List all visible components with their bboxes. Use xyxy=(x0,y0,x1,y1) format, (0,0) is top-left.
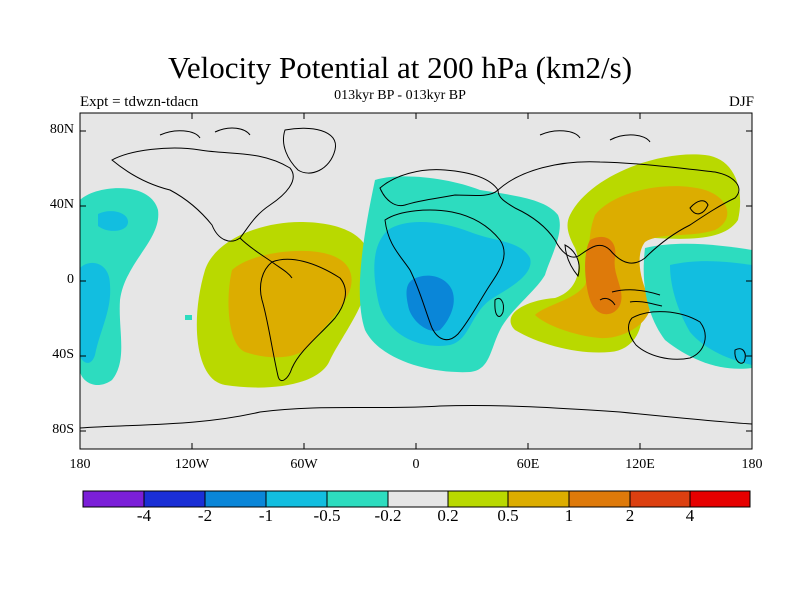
colorbar-label: 0.2 xyxy=(437,506,459,525)
lat-label-80s: 80S xyxy=(52,422,74,437)
coastline-antarctica xyxy=(80,404,752,429)
lat-label-40n: 40N xyxy=(49,197,74,212)
chart-title: Velocity Potential at 200 hPa (km2/s) xyxy=(167,50,633,85)
coastline-india xyxy=(564,244,580,278)
colorbar-label: 4 xyxy=(685,506,695,525)
colorbar-label: 2 xyxy=(625,506,635,525)
field-cyan-west-pacific xyxy=(80,262,111,363)
colorbar-box-1 xyxy=(83,491,144,507)
season-label: DJF xyxy=(728,94,754,110)
coastline-japan xyxy=(689,200,709,215)
colorbar-box-3 xyxy=(205,491,266,507)
field-orange-yellow-americas xyxy=(228,250,352,358)
coastline-arctic-islands xyxy=(159,127,651,143)
chart-subtitle: 013kyr BP - 013kyr BP xyxy=(334,88,466,103)
lat-label-0: 0 xyxy=(67,272,74,287)
coastline-australia xyxy=(628,311,706,360)
colorbar-box-6 xyxy=(388,491,448,507)
colorbar-label: 0.5 xyxy=(497,506,519,525)
map-fields xyxy=(80,113,752,449)
colorbar-box-5 xyxy=(327,491,388,507)
colorbar-label: -1 xyxy=(258,506,274,525)
colorbar-label: -2 xyxy=(197,506,213,525)
experiment-label: Expt = tdwzn-tdacn xyxy=(80,94,199,110)
colorbar-box-7 xyxy=(448,491,508,507)
lat-label-80n: 80N xyxy=(49,122,74,137)
colorbar-box-2 xyxy=(144,491,205,507)
colorbar-label: -0.5 xyxy=(313,506,341,525)
field-orange-asia xyxy=(585,236,622,315)
coastline-north-america xyxy=(111,147,294,242)
coastline-south-america xyxy=(259,258,346,382)
colorbar-box-9 xyxy=(569,491,630,507)
coastline-africa xyxy=(384,209,505,341)
lat-label-40s: 40S xyxy=(52,347,74,362)
colorbar-box-8 xyxy=(508,491,569,507)
coastline-greenland xyxy=(283,127,336,174)
land-outlines xyxy=(80,127,752,429)
colorbar xyxy=(82,490,751,508)
field-cyan-dateline xyxy=(98,211,128,231)
colorbar-box-11 xyxy=(690,491,750,507)
field-orange-yellow-asia xyxy=(535,186,728,339)
field-cyan-east-pacific xyxy=(670,261,752,365)
lon-label-0: 0 xyxy=(412,457,420,472)
colorbar-label: -0.2 xyxy=(374,506,402,525)
lon-label-60w: 60W xyxy=(290,457,318,472)
field-cyan-small-spot xyxy=(185,315,192,320)
axis-ticks xyxy=(80,113,752,449)
colorbar-label: 1 xyxy=(564,506,574,525)
coastline-madagascar xyxy=(494,297,504,317)
lon-label-60e: 60E xyxy=(516,457,540,472)
coastline-europe xyxy=(379,169,499,207)
lon-label-180w: 180 xyxy=(69,457,91,472)
lon-label-180e: 180 xyxy=(741,457,763,472)
coastline-maritime-continent xyxy=(599,289,663,307)
lon-label-120w: 120W xyxy=(174,457,210,472)
colorbar-label: -4 xyxy=(136,506,152,525)
lon-label-120e: 120E xyxy=(625,457,655,472)
colorbar-box-4 xyxy=(266,491,327,507)
coastline-new-zealand xyxy=(734,348,746,364)
coastline-asia xyxy=(497,161,740,264)
colorbar-box-10 xyxy=(630,491,690,507)
